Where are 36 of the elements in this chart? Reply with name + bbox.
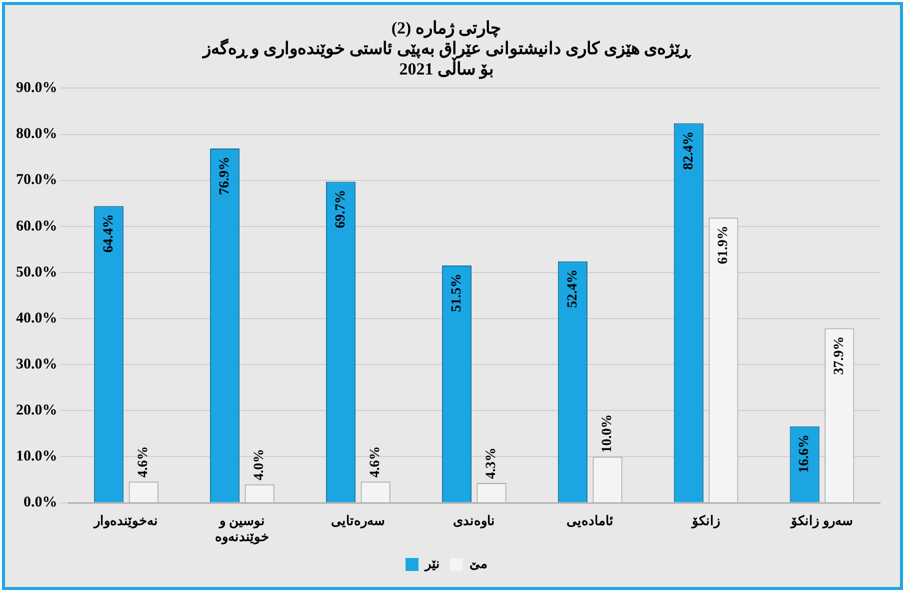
y-tick-label: 80.0% — [16, 126, 58, 142]
y-tick-label: 70.0% — [16, 172, 58, 188]
x-tick-label: سەرەتایی — [331, 513, 386, 530]
data-label: 61.9% — [716, 226, 732, 264]
x-tick-label: سەرو زانکۆ — [790, 513, 853, 530]
y-tick-label: 50.0% — [16, 264, 58, 280]
y-tick-label: 90.0% — [16, 80, 58, 96]
legend-label: نێر — [424, 556, 440, 572]
x-tick-label: زانکۆ — [691, 513, 720, 530]
data-label: 51.5% — [449, 274, 464, 312]
data-label: 82.4% — [681, 131, 696, 170]
data-label: 10.0% — [600, 414, 616, 453]
data-label: 64.4% — [101, 214, 116, 253]
y-tick-label: 20.0% — [16, 402, 58, 419]
y-tick-label: 10.0% — [16, 448, 58, 465]
legend-label: مێ — [470, 556, 488, 572]
text: ڕێژەی هێزی کاری دانیشتوانی عێراق بەپێی ئاستی خوێندەواری و ڕەگەز — [202, 38, 690, 58]
data-label: 76.9% — [217, 156, 232, 196]
x-tick-label: نوسین و خوێندنەوە — [215, 513, 270, 545]
y-tick-label: 0.0% — [24, 494, 58, 511]
data-label: 4.0% — [252, 448, 268, 480]
y-tick-label: 30.0% — [16, 356, 58, 372]
data-label: 37.9% — [832, 336, 848, 375]
x-tick-label: ئامادەیی — [566, 513, 614, 528]
data-label: 69.7% — [333, 190, 348, 228]
x-tick-label: نەخوێندەوار — [93, 513, 158, 530]
data-label: 4.6% — [136, 446, 152, 478]
text: بۆ ساڵی 2021 — [399, 59, 494, 78]
y-tick-label: 40.0% — [16, 310, 58, 326]
data-label: 4.6% — [368, 446, 384, 478]
x-tick-label: ناوەندی — [453, 513, 496, 530]
y-tick-label: 60.0% — [16, 218, 58, 234]
data-label: 16.6% — [797, 434, 812, 473]
data-label: 52.4% — [565, 269, 580, 308]
text: چارتی ژمارە (2) — [391, 18, 502, 38]
data-label: 4.3% — [484, 447, 500, 479]
